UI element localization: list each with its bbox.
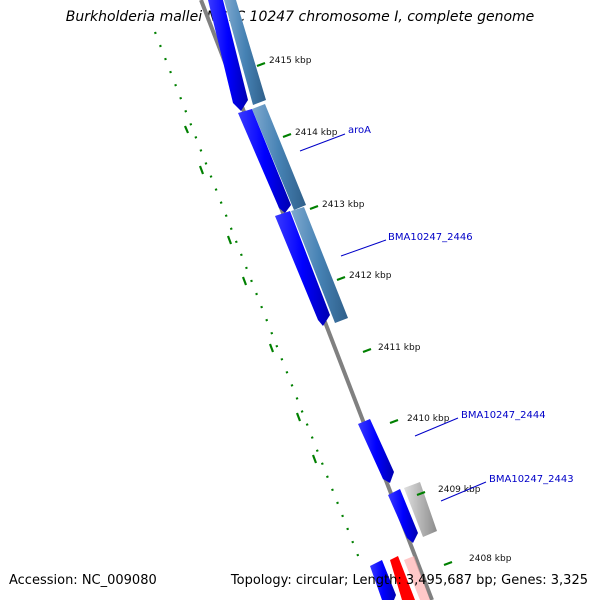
pseudo-band[interactable]: [404, 482, 437, 537]
gene-forward-5[interactable]: [388, 489, 418, 543]
cds-band-2[interactable]: [252, 104, 306, 210]
gene-reverse-bottom[interactable]: [390, 556, 415, 600]
gene-forward-6[interactable]: [370, 560, 396, 600]
tick-label-2410: 2410 kbp: [407, 414, 450, 424]
map-title: Burkholderia mallei NCTC 10247 chromosom…: [65, 9, 535, 25]
gene-forward-4[interactable]: [358, 419, 394, 483]
gc-content-long-marks: [183, 125, 318, 464]
gene-label-leaders: [299, 133, 487, 502]
gene-label-aroA[interactable]: aroA: [348, 125, 371, 136]
tick-label-2408: 2408 kbp: [469, 554, 512, 564]
gene-forward-1[interactable]: [208, 0, 248, 111]
gene-forward-3[interactable]: [275, 211, 330, 326]
cds-band-bottom[interactable]: [404, 556, 430, 600]
gc-content-track: [153, 31, 364, 567]
gene-label-bma10247-2444[interactable]: BMA10247_2444: [461, 410, 546, 421]
gene-label-bma10247-2446[interactable]: BMA10247_2446: [388, 232, 473, 243]
genome-summary-text: Topology: circular; Length: 3,495,687 bp…: [230, 573, 588, 588]
tick-label-2414: 2414 kbp: [295, 128, 338, 138]
tick-label-2409: 2409 kbp: [438, 485, 481, 495]
tick-marks: [256, 61, 453, 567]
cds-band-3[interactable]: [291, 207, 348, 323]
gene-label-bma10247-2443[interactable]: BMA10247_2443: [489, 474, 574, 485]
cds-band-1[interactable]: [224, 0, 266, 105]
tick-label-2411: 2411 kbp: [378, 343, 421, 353]
tick-label-2412: 2412 kbp: [349, 271, 392, 281]
tick-label-2413: 2413 kbp: [322, 200, 365, 210]
gene-forward-2[interactable]: [238, 109, 291, 213]
tick-label-2415: 2415 kbp: [269, 56, 312, 66]
accession-text: Accession: NC_009080: [9, 573, 157, 588]
